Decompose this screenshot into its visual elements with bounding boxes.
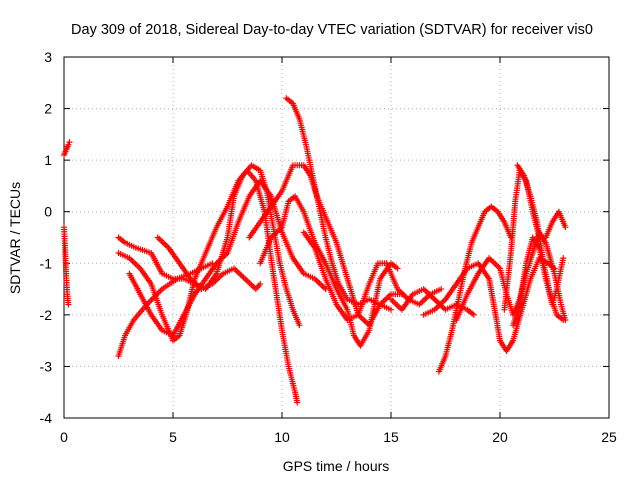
y-tick-label: -4: [40, 410, 53, 426]
data-point: [296, 322, 303, 329]
data-point: [394, 265, 401, 272]
x-tick-label: 10: [274, 429, 290, 445]
plot-frame: [63, 56, 610, 419]
x-tick-label: 20: [492, 429, 508, 445]
data-point: [388, 306, 394, 313]
y-tick-label: 0: [44, 204, 52, 220]
x-tick-label: 5: [169, 429, 177, 445]
data-point: [470, 311, 477, 318]
data-point: [560, 317, 567, 324]
x-axis-label: GPS time / hours: [283, 458, 390, 474]
y-tick-label: -2: [40, 307, 53, 323]
x-tick-label: 25: [601, 429, 617, 445]
data-point: [65, 301, 72, 308]
data-point: [562, 224, 569, 231]
data-point: [66, 139, 73, 146]
y-axis-label: SDTVAR / TECUs: [7, 182, 23, 294]
data-point: [257, 280, 264, 287]
y-tick-label: 2: [44, 101, 52, 117]
data-points: [61, 95, 569, 406]
y-tick-label: 3: [44, 49, 52, 65]
y-tick-label: -1: [40, 255, 53, 271]
data-point: [438, 286, 445, 293]
x-tick-label: 0: [60, 429, 68, 445]
chart-title: Day 309 of 2018, Sidereal Day-to-day VTE…: [71, 22, 593, 38]
grid: [64, 57, 609, 418]
y-tick-labels: -4 -3 -2 -1 0 1 2 3: [40, 49, 53, 426]
x-tick-labels: 0 5 10 15 20 25: [60, 429, 617, 445]
y-tick-label: 1: [44, 152, 52, 168]
y-tick-label: -3: [40, 358, 53, 374]
data-point: [294, 399, 301, 406]
data-point: [560, 255, 567, 262]
x-tick-label: 15: [383, 429, 399, 445]
axis-ticks: [63, 56, 610, 419]
